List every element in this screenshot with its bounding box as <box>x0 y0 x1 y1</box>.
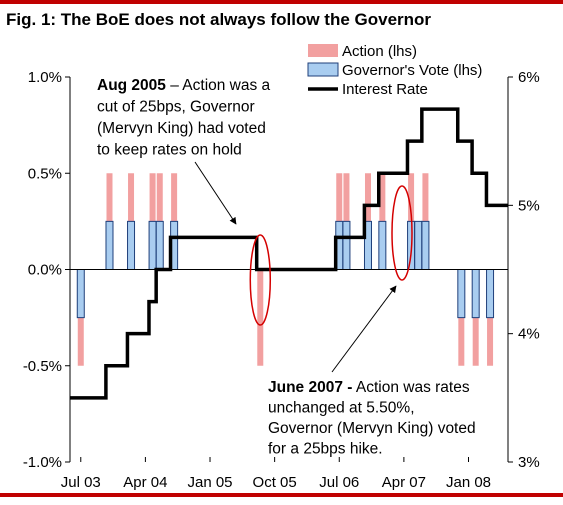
annotation-text: for a 25bps hike. <box>268 441 383 458</box>
left-tick-label: 0.5% <box>28 165 62 182</box>
legend-swatch-vote <box>307 62 339 77</box>
governor-vote-bar <box>414 220 423 270</box>
governor-vote-bar <box>457 269 466 319</box>
legend-swatch-action <box>308 44 338 57</box>
annotation-text-block: Aug 2005 – Action was a cut of 25bps, Gov… <box>97 77 271 159</box>
annotation-line: Governor (Mervyn King) voted <box>268 420 476 437</box>
annotation-bold: June 2007 - <box>268 379 352 396</box>
right-tick-label: 6% <box>518 69 540 86</box>
x-tick-label: Jan 05 <box>187 474 232 491</box>
annotation-text: Action was rates <box>352 379 469 396</box>
june-2007-arrow <box>331 285 397 373</box>
x-tick-label: Apr 07 <box>382 474 426 491</box>
annotation-text-block: June 2007 - Action was rates unchanged at… <box>268 379 476 458</box>
action-bar <box>257 269 264 366</box>
aug-2005-arrow <box>194 161 237 225</box>
x-tick-label: Apr 04 <box>123 474 167 491</box>
bottom-rule <box>0 493 563 497</box>
governor-vote-bar <box>76 269 85 319</box>
legend-label: Governor's Vote (lhs) <box>342 62 482 79</box>
governor-vote-bar <box>342 220 351 270</box>
annotation-text: unchanged at 5.50%, <box>268 400 415 417</box>
annotations: Aug 2005 – Action was a cut of 25bps, Gov… <box>97 77 476 458</box>
legend: Action (lhs) Governor's Vote (lhs) Interes… <box>307 43 482 98</box>
aug-2005-highlight-ellipse <box>249 234 272 326</box>
governor-vote-bar <box>421 220 430 270</box>
annotation-line: Aug 2005 – Action was a <box>97 77 271 94</box>
top-rule <box>0 0 563 4</box>
annotation-text: to keep rates on hold <box>97 142 242 159</box>
annotation-text: Governor (Mervyn King) voted <box>268 420 476 437</box>
left-tick-label: 1.0% <box>28 69 62 86</box>
right-tick-label: 4% <box>518 326 540 343</box>
annotation-text: cut of 25bps, Governor <box>97 99 255 116</box>
right-tick-label: 5% <box>518 197 540 214</box>
annotation-line: unchanged at 5.50%, <box>268 400 415 417</box>
governor-vote-bar <box>148 220 157 270</box>
annotation-line: for a 25bps hike. <box>268 441 383 458</box>
left-tick-label: 0.0% <box>28 262 62 279</box>
annotation-text: – Action was a <box>166 77 271 94</box>
annotation-text: (Mervyn King) had voted <box>97 120 266 137</box>
governor-vote-bar <box>486 269 495 319</box>
annotation-line: June 2007 - Action was rates <box>268 379 470 396</box>
interest-rate-line <box>70 107 508 400</box>
governor-vote-bar <box>127 220 136 270</box>
annotation-line: to keep rates on hold <box>97 142 242 159</box>
left-tick-label: -0.5% <box>23 358 62 375</box>
x-tick-label: Jul 06 <box>319 474 359 491</box>
governor-vote-bar <box>378 220 387 270</box>
governor-vote-bar <box>471 269 480 319</box>
annotation-line: cut of 25bps, Governor <box>97 99 255 116</box>
june-2007-highlight-ellipse <box>391 185 413 281</box>
x-tick-label: Oct 05 <box>253 474 297 491</box>
annotation-bold: Aug 2005 <box>97 77 166 94</box>
interest-rate-line-group <box>70 107 508 400</box>
x-tick-label: Jul 03 <box>61 474 101 491</box>
left-tick-label: -1.0% <box>23 454 62 471</box>
governor-vote-bar <box>155 220 164 270</box>
axes: -1.0% -0.5% 0.0% 0.5% 1.0% 3% 4% 5% 6% Jul 03 Apr … <box>23 69 540 491</box>
x-tick-label: Jan 08 <box>446 474 491 491</box>
annotation-line: (Mervyn King) had voted <box>97 120 266 137</box>
legend-label: Action (lhs) <box>342 43 417 60</box>
figure-title: Fig. 1: The BoE does not always follow t… <box>6 10 432 29</box>
governor-vote-bar <box>105 220 114 270</box>
right-tick-label: 3% <box>518 454 540 471</box>
legend-label: Interest Rate <box>342 81 428 98</box>
